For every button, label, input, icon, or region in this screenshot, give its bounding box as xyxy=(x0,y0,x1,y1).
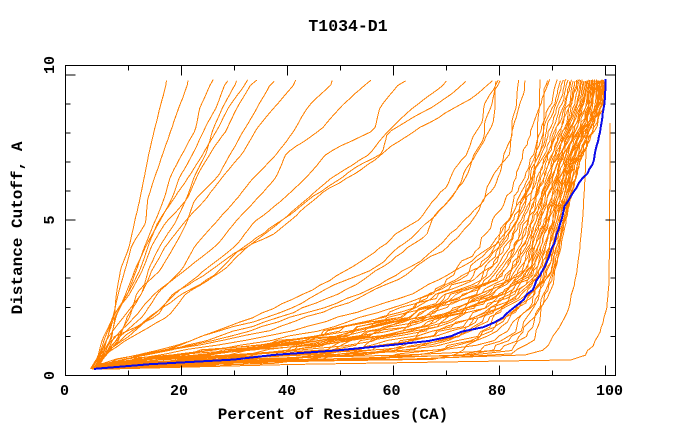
svg-text:40: 40 xyxy=(278,383,296,400)
svg-text:60: 60 xyxy=(382,383,400,400)
svg-text:Percent of Residues (CA): Percent of Residues (CA) xyxy=(218,406,448,424)
svg-text:0: 0 xyxy=(42,371,59,380)
svg-text:0: 0 xyxy=(60,383,69,400)
svg-text:80: 80 xyxy=(488,383,506,400)
svg-text:100: 100 xyxy=(596,383,623,400)
svg-text:5: 5 xyxy=(42,215,59,224)
svg-text:20: 20 xyxy=(170,383,188,400)
svg-text:10: 10 xyxy=(42,56,59,74)
svg-text:T1034-D1: T1034-D1 xyxy=(308,17,387,36)
svg-text:Distance Cutoff, A: Distance Cutoff, A xyxy=(9,141,27,314)
